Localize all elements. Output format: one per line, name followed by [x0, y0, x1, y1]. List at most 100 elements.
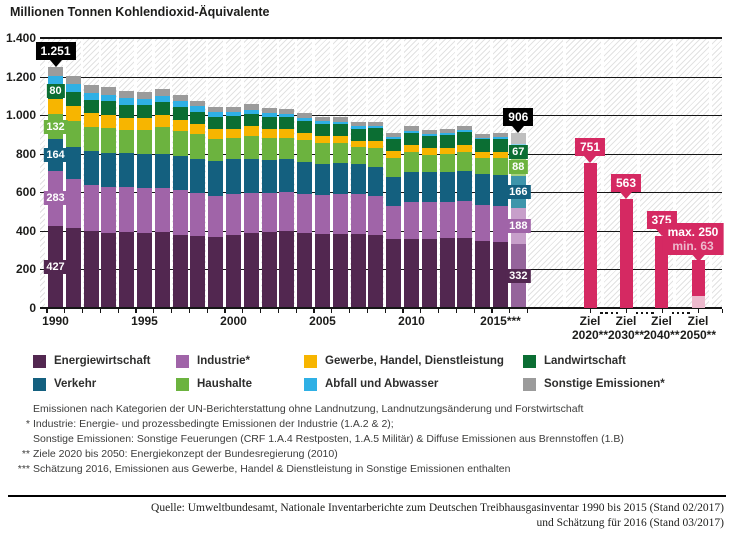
legend-item-haushalte: Haushalte	[176, 377, 304, 391]
bar-2006	[332, 117, 348, 308]
bar-segment-2013-industrie	[457, 201, 473, 238]
bar-segment-1995-abfall-und-abwasser	[137, 98, 152, 106]
axis-break-dot	[676, 312, 680, 315]
bar-segment-1994-gewerbe--handel--dienstleistung	[119, 117, 135, 130]
bar-segment-2013-landwirtschaft	[457, 132, 473, 145]
bar-1994	[119, 91, 135, 308]
bar-segment-2007-energiewirtschaft	[350, 233, 366, 308]
bar-1998	[190, 100, 206, 308]
x-axis-label-ziel-year: 2030**	[607, 328, 645, 342]
x-axis-label-ziel: Ziel	[615, 314, 637, 328]
bar-segment-2006-haushalte	[332, 143, 348, 164]
x-axis-label-2005: 2005	[309, 314, 336, 328]
legend-swatch	[176, 377, 189, 391]
bar-segment-2007-gewerbe--handel--dienstleistung	[350, 140, 366, 147]
axis-tick	[64, 309, 66, 313]
bar-segment-2010-verkehr	[404, 172, 419, 202]
segment-label-1990-industrie: 283	[43, 191, 68, 206]
bar-segment-2012-verkehr	[439, 172, 455, 203]
bar-segment-1994-verkehr	[119, 153, 135, 188]
x-axis-label-2015: 2015***	[480, 314, 521, 328]
bar-segment-1998-landwirtschaft	[190, 111, 206, 125]
axis-break-dot	[651, 312, 654, 315]
bar-segment-2015-landwirtschaft	[493, 138, 508, 152]
bar-segment-2008-gewerbe--handel--dienstleistung	[368, 140, 384, 148]
target-callout-2030**: 563	[610, 174, 642, 200]
bar-segment-2005-landwirtschaft	[315, 124, 330, 136]
bar-segment-1990-abfall-und-abwasser	[48, 76, 63, 84]
legend-swatch	[304, 354, 317, 368]
bar-segment-1993-abfall-und-abwasser	[101, 94, 117, 102]
bar-segment-1997-industrie	[172, 189, 188, 235]
bar-segment-2015-verkehr	[493, 174, 508, 207]
bar-segment-2012-abfall-und-abwasser	[439, 133, 455, 136]
y-axis-label: 1.400	[5, 31, 36, 45]
axis-tick	[313, 309, 315, 313]
legend-item-energiewirtschaft: Energiewirtschaft	[33, 354, 176, 368]
bar-segment-1997-verkehr	[172, 155, 188, 190]
bar-segment-2013-sonstige-emissionen	[457, 125, 473, 131]
bar-segment-2004-haushalte	[297, 140, 313, 162]
source-line-2: und Schätzung für 2016 (Stand 03/2017)	[536, 517, 725, 529]
axis-tick	[153, 309, 155, 313]
legend-item-gewerbe--handel--dienstleistung: Gewerbe, Handel, Dienstleistung	[304, 354, 523, 368]
x-axis-label-2010: 2010	[398, 314, 425, 328]
bar-segment-2005-industrie	[315, 194, 330, 234]
axis-tick	[170, 309, 173, 313]
column-seam	[258, 38, 262, 308]
legend-label: Gewerbe, Handel, Dienstleistung	[325, 355, 504, 367]
legend-swatch	[304, 377, 317, 391]
bar-segment-2003-abfall-und-abwasser	[279, 113, 295, 118]
bar-1997	[172, 94, 188, 308]
column-seam	[401, 38, 404, 308]
bar-segment-2009-verkehr	[386, 176, 402, 206]
x-axis-label-ziel: Ziel	[579, 314, 601, 328]
bar-segment-2013-energiewirtschaft	[457, 237, 473, 308]
chart-canvas: 0 200 400 600 800 1.000 1.200 1.400 427 283 164 132…	[5, 31, 724, 342]
bar-segment-1991-energiewirtschaft	[65, 227, 81, 308]
callout-pointer	[620, 192, 632, 200]
bar-segment-2006-energiewirtschaft	[332, 233, 348, 308]
legend-label: Industrie*	[197, 355, 251, 367]
target-bar-2030**	[619, 199, 633, 308]
callout-pointer	[49, 59, 62, 67]
x-axis-label-1990: 1990	[42, 314, 69, 328]
axis-tick	[722, 309, 724, 313]
axis-tick	[526, 309, 529, 313]
target-bar-min	[691, 295, 705, 309]
axis-tick	[698, 309, 700, 313]
bar-segment-1999-abfall-und-abwasser	[208, 112, 224, 117]
bar-segment-2002-energiewirtschaft	[261, 232, 277, 308]
bar-segment-1992-verkehr	[83, 151, 99, 185]
bar-segment-2015-industrie	[493, 206, 508, 243]
y-axis-label: 400	[15, 223, 36, 238]
x-axis-label-ziel: Ziel	[687, 314, 709, 328]
column-seam	[223, 38, 226, 308]
bar-segment-2015-energiewirtschaft	[493, 242, 508, 308]
column-seam	[116, 38, 120, 308]
segment-label-1990-energiewirtschaft: 427	[43, 259, 68, 274]
axis-tick	[135, 309, 137, 313]
footnote-5: *** Schätzung 2016, Emissionen aus Gewerb…	[12, 462, 624, 477]
axis-tick	[46, 309, 48, 313]
column-seam	[673, 38, 676, 308]
bar-2008	[368, 121, 384, 308]
bar-segment-2000-sonstige-emissionen	[226, 106, 241, 113]
bar-segment-2001-haushalte	[243, 135, 259, 159]
bar-segment-2003-industrie	[279, 192, 295, 231]
bar-segment-2012-landwirtschaft	[439, 135, 455, 148]
bar-segment-2001-landwirtschaft	[243, 113, 259, 127]
axis-tick	[402, 309, 404, 313]
axis-tick	[384, 309, 386, 313]
bar-segment-2003-landwirtschaft	[279, 117, 295, 130]
column-seam	[709, 38, 712, 308]
bar-segment-1995-gewerbe--handel--dienstleistung	[137, 118, 152, 130]
bar-segment-1993-gewerbe--handel--dienstleistung	[101, 114, 117, 128]
bar-segment-1996-abfall-und-abwasser	[154, 95, 170, 102]
footnote-marker	[12, 432, 33, 447]
column-seam	[152, 38, 155, 308]
column-seam	[80, 38, 84, 308]
axis-tick	[509, 309, 511, 313]
bar-segment-2011-energiewirtschaft	[421, 238, 437, 308]
y-axis-label: 1.000	[5, 108, 36, 123]
